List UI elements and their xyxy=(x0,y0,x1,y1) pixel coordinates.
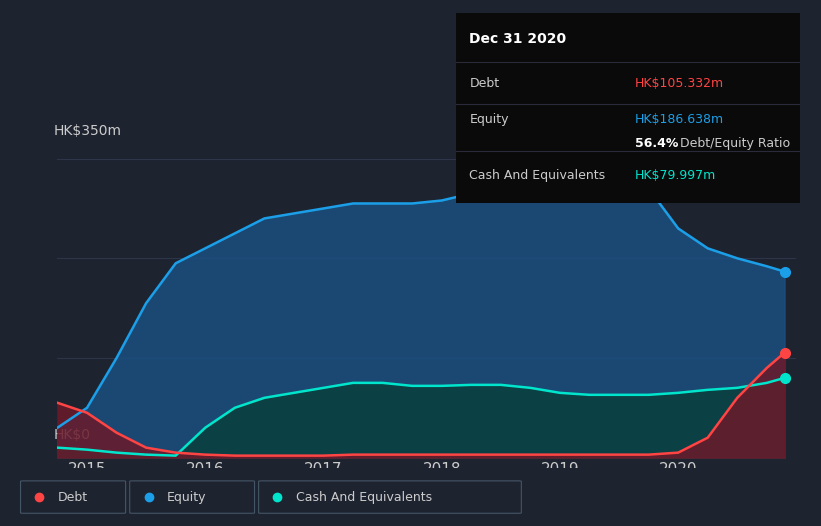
Text: Debt/Equity Ratio: Debt/Equity Ratio xyxy=(680,137,790,150)
Text: Equity: Equity xyxy=(470,113,509,126)
Text: HK$186.638m: HK$186.638m xyxy=(635,113,724,126)
FancyBboxPatch shape xyxy=(130,481,255,513)
Text: HK$350m: HK$350m xyxy=(54,124,122,138)
Text: HK$79.997m: HK$79.997m xyxy=(635,169,716,183)
Text: Debt: Debt xyxy=(57,491,88,503)
Text: 56.4%: 56.4% xyxy=(635,137,678,150)
FancyBboxPatch shape xyxy=(259,481,521,513)
Text: Cash And Equivalents: Cash And Equivalents xyxy=(296,491,432,503)
Text: Debt: Debt xyxy=(470,77,499,90)
FancyBboxPatch shape xyxy=(21,481,126,513)
Text: Equity: Equity xyxy=(167,491,206,503)
Text: Cash And Equivalents: Cash And Equivalents xyxy=(470,169,606,183)
Text: HK$0: HK$0 xyxy=(54,429,91,442)
Text: Dec 31 2020: Dec 31 2020 xyxy=(470,32,566,46)
Text: HK$105.332m: HK$105.332m xyxy=(635,77,724,90)
